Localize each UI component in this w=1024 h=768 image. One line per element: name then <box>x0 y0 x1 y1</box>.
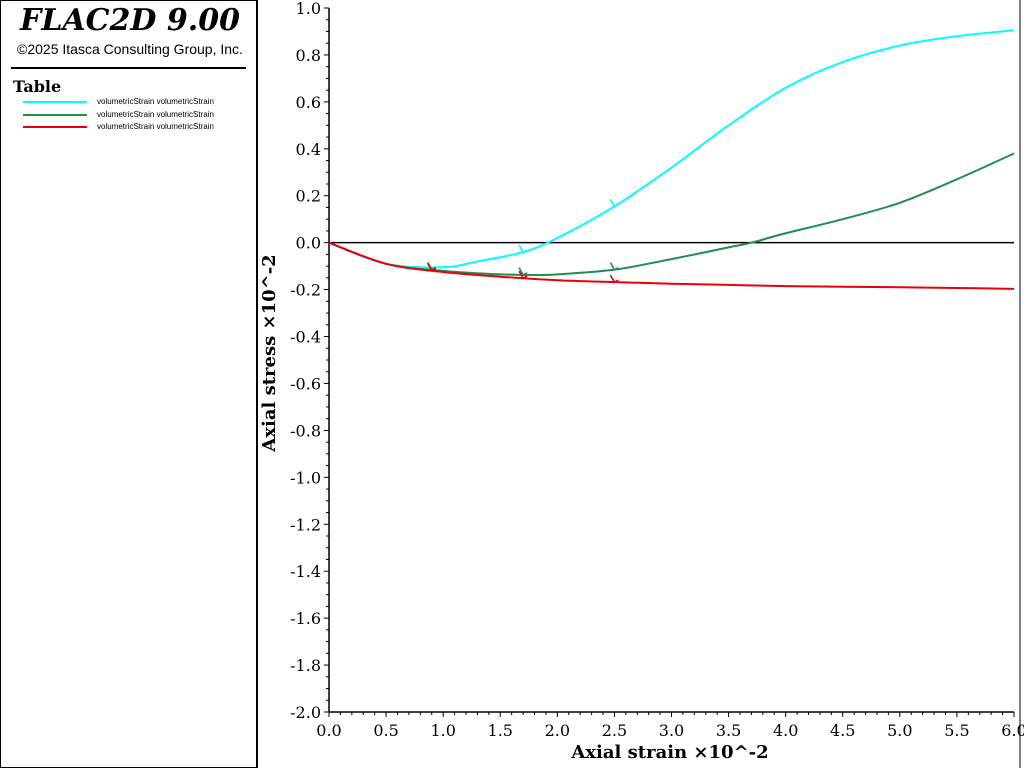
series-layer <box>328 29 1015 290</box>
legend-label: volumetricStrain volumetricStrain <box>97 122 214 131</box>
x-tick-label: 3.0 <box>659 721 684 740</box>
x-tick-label: 0.5 <box>373 721 398 740</box>
x-tick-label: 4.5 <box>830 721 855 740</box>
copyright-text: ©2025 Itasca Consulting Group, Inc. <box>17 41 243 57</box>
series-marker <box>518 244 528 254</box>
x-tick-label: 4.0 <box>773 721 798 740</box>
legend-panel: FLAC2D 9.00 ©2025 Itasca Consulting Grou… <box>0 0 258 768</box>
y-tick-label: -0.4 <box>290 328 321 347</box>
series-marker <box>427 262 437 272</box>
x-tick-label: 2.0 <box>545 721 570 740</box>
series-marker <box>609 262 619 271</box>
title-divider <box>11 67 246 69</box>
x-tick-label: 0.0 <box>316 721 341 740</box>
series-marker <box>609 198 619 208</box>
y-tick-label: -2.0 <box>290 703 321 722</box>
series-line <box>328 241 1015 290</box>
y-tick-label: 0.4 <box>296 140 321 159</box>
y-tick-label: 0.0 <box>296 234 321 253</box>
x-tick-label: 6.0 <box>1001 721 1024 740</box>
x-axis-title: Axial strain ×10^-2 <box>570 742 768 763</box>
series-marker <box>518 270 528 280</box>
y-tick-label: -0.2 <box>290 281 321 300</box>
y-tick-label: 1.0 <box>296 0 321 18</box>
y-tick-label: -1.4 <box>290 562 321 581</box>
y-tick-label: -1.8 <box>290 656 321 675</box>
series-marker <box>609 274 619 284</box>
app-title: FLAC2D 9.00 <box>20 3 240 38</box>
x-tick-label: 1.5 <box>488 721 513 740</box>
series-marker <box>518 267 528 276</box>
series-line <box>328 29 1015 269</box>
legend-label: volumetricStrain volumetricStrain <box>97 97 214 106</box>
legend-swatch <box>23 101 87 103</box>
x-tick-label: 1.0 <box>430 721 455 740</box>
y-tick-label: -0.6 <box>290 374 321 393</box>
y-tick-label: 0.6 <box>296 93 321 112</box>
legend-heading: Table <box>13 77 62 96</box>
legend-swatch <box>23 126 87 128</box>
axes-layer <box>324 0 1021 768</box>
series-line <box>328 152 1015 277</box>
x-tick-label: 5.5 <box>944 721 969 740</box>
legend-swatch <box>23 114 87 116</box>
x-tick-label: 3.5 <box>716 721 741 740</box>
y-tick-label: -1.2 <box>290 515 321 534</box>
legend-label: volumetricStrain volumetricStrain <box>97 110 214 119</box>
y-tick-label: -1.0 <box>290 468 321 487</box>
y-tick-label: -1.6 <box>290 609 321 628</box>
tick-label-layer: 1.0 0.8 0.6 0.4 0.2 0.0 -0.2 -0.4 -0.6 -0.8 -1.0 -1… <box>290 0 1024 740</box>
y-tick-label: 0.8 <box>296 46 321 65</box>
x-tick-label: 5.0 <box>887 721 912 740</box>
y-axis-title: Axial stress ×10^-2 <box>259 254 280 452</box>
y-tick-label: 0.2 <box>296 187 321 206</box>
x-tick-label: 2.5 <box>602 721 627 740</box>
y-tick-label: -0.8 <box>290 421 321 440</box>
